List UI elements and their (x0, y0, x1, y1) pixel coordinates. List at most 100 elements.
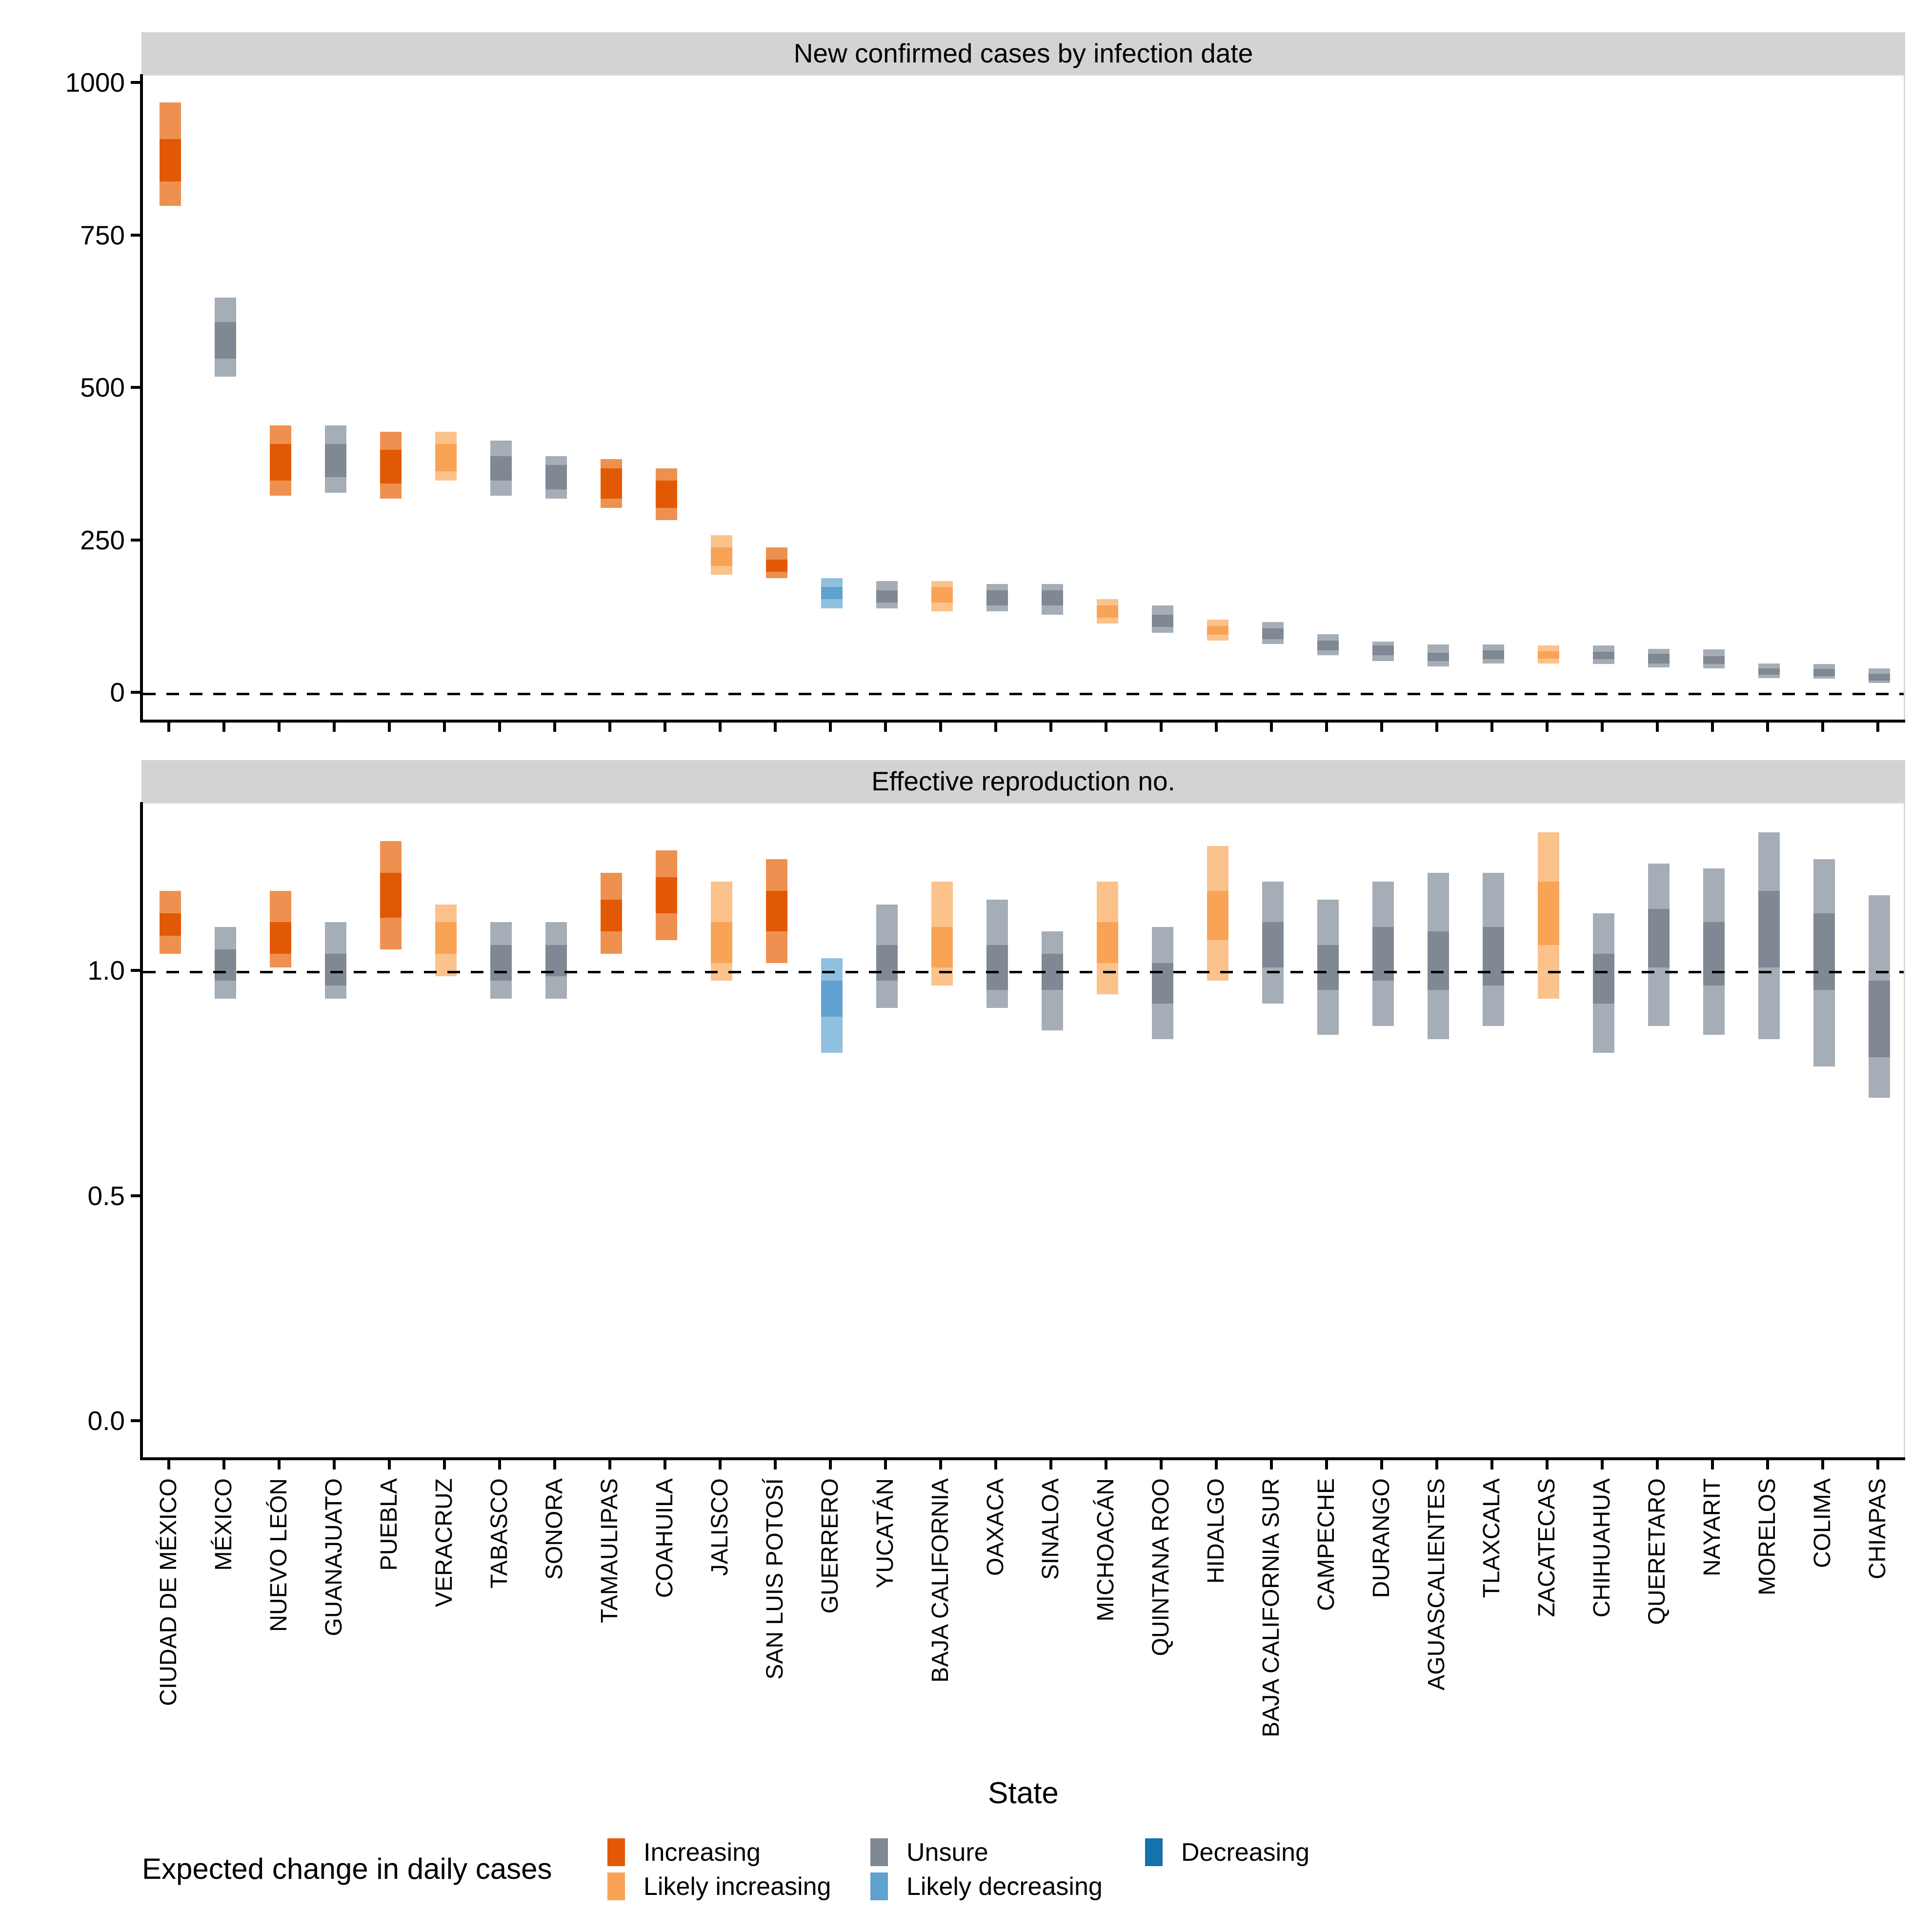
interval-bar-inner (380, 872, 402, 918)
interval-bar-inner (1648, 653, 1670, 664)
interval-bar-inner (435, 922, 457, 954)
x-axis-tick (1159, 721, 1163, 732)
interval-bar-inner (1703, 922, 1725, 986)
interval-bar-inner (215, 322, 237, 359)
x-axis-tick (333, 1459, 336, 1469)
x-axis-state-label: BAJA CALIFORNIA (927, 1478, 954, 1683)
interval-bar-inner (160, 139, 181, 181)
x-axis-tick (994, 721, 998, 732)
interval-bar-inner (1537, 651, 1559, 659)
interval-bar-inner (1813, 913, 1835, 990)
cases-panel (141, 74, 1905, 721)
x-axis-tick (1655, 721, 1659, 732)
facet-strip-cases: New confirmed cases by infection date (141, 32, 1905, 74)
x-axis-state-label: CHIAPAS (1864, 1478, 1891, 1580)
x-axis-tick (1435, 721, 1438, 732)
x-axis-tick (884, 721, 887, 732)
x-axis-tick (167, 1459, 171, 1469)
x-axis-tick (1380, 721, 1383, 732)
x-axis-tick (553, 1459, 557, 1469)
y-axis-tick-label: 500 (80, 372, 125, 402)
x-axis-tick (498, 721, 502, 732)
x-axis-state-label: TLAXCALA (1478, 1478, 1505, 1598)
x-axis-state-label: HIDALGO (1203, 1478, 1229, 1584)
facet-title-cases: New confirmed cases by infection date (793, 38, 1253, 68)
x-axis-tick (1766, 1459, 1769, 1469)
x-axis-tick (719, 721, 722, 732)
x-axis-title: State (988, 1776, 1059, 1810)
interval-bar-inner (876, 590, 898, 603)
x-axis-tick (829, 1459, 832, 1469)
x-axis-tick (388, 721, 391, 732)
x-axis-tick (1821, 721, 1824, 732)
interval-bar-inner (1758, 668, 1780, 675)
y-axis-tick-label: 0.5 (87, 1180, 125, 1211)
legend-key-increasing (607, 1838, 625, 1866)
y-axis-tick-label: 1000 (65, 67, 125, 98)
x-axis-tick (1049, 1459, 1052, 1469)
x-axis-tick (222, 1459, 226, 1469)
interval-bar-inner (1151, 963, 1173, 1004)
interval-bar-inner (1372, 645, 1394, 656)
interval-bar-inner (876, 945, 898, 981)
x-axis-state-label: COAHUILA (652, 1478, 678, 1598)
legend-title: Expected change in daily cases (142, 1852, 552, 1885)
legend-label: Unsure (906, 1838, 988, 1867)
x-axis-state-label: PUEBLA (376, 1478, 402, 1571)
x-axis-tick (774, 721, 777, 732)
x-axis-state-label: SAN LUIS POTOSÍ (762, 1478, 788, 1680)
interval-bar-inner (1868, 981, 1890, 1058)
interval-bar-inner (490, 945, 512, 981)
x-axis-tick (388, 1459, 391, 1469)
x-axis-state-label: OAXACA (983, 1478, 1009, 1576)
y-axis-tick-label: 0.0 (87, 1406, 125, 1436)
interval-bar-inner (1537, 882, 1559, 945)
x-axis-state-label: COLIMA (1809, 1478, 1835, 1569)
y-axis-tick-label: 1.0 (87, 955, 125, 986)
x-axis-state-label: QUERETARO (1644, 1478, 1670, 1625)
x-axis-tick (1876, 1459, 1879, 1469)
y-axis-tick (131, 969, 141, 972)
x-axis-state-label: TABASCO (486, 1478, 513, 1589)
interval-bar-inner (325, 954, 347, 986)
legend-key-likely-increasing (607, 1872, 625, 1900)
interval-bar-inner (1868, 673, 1890, 681)
x-axis-tick (829, 721, 832, 732)
y-axis-tick (131, 538, 141, 542)
legend-label: Likely increasing (644, 1872, 831, 1901)
y-axis-tick (131, 81, 141, 84)
interval-bar-inner (1317, 641, 1339, 651)
x-axis-state-label: BAJA CALIFORNIA SUR (1258, 1478, 1284, 1737)
x-axis-state-label: SONORA (542, 1478, 568, 1580)
x-axis-tick (553, 721, 557, 732)
x-axis-state-label: CHIHUAHUA (1589, 1478, 1615, 1618)
x-axis-state-label: GUANAJUATO (321, 1478, 347, 1636)
cases-x-axis-line (140, 720, 1905, 723)
x-axis-tick (1325, 1459, 1328, 1469)
x-axis-tick (1049, 721, 1052, 732)
x-axis-tick (498, 1459, 502, 1469)
interval-bar-inner (766, 560, 788, 572)
rt-panel (141, 802, 1905, 1459)
x-axis-tick (443, 721, 446, 732)
x-axis-tick (278, 721, 281, 732)
x-axis-state-label: MICHOACÁN (1092, 1478, 1119, 1622)
x-axis-state-label: TAMAULIPAS (597, 1478, 623, 1623)
x-axis-state-label: ZACATECAS (1533, 1478, 1560, 1617)
x-axis-state-label: JALISCO (707, 1478, 733, 1576)
x-axis-tick (939, 1459, 943, 1469)
x-axis-tick (1821, 1459, 1824, 1469)
x-axis-tick (1435, 1459, 1438, 1469)
x-axis-tick (1711, 721, 1714, 732)
x-axis-state-label: CIUDAD DE MÉXICO (156, 1478, 182, 1706)
interval-bar-inner (1482, 926, 1504, 986)
x-axis-tick (1214, 1459, 1218, 1469)
x-axis-tick (1876, 721, 1879, 732)
x-axis-state-label: GUERRERO (817, 1478, 844, 1614)
x-axis-tick (884, 1459, 887, 1469)
x-axis-tick (1269, 721, 1273, 732)
x-axis-tick (1600, 1459, 1604, 1469)
interval-bar-inner (711, 547, 733, 566)
interval-bar-inner (986, 590, 1008, 605)
